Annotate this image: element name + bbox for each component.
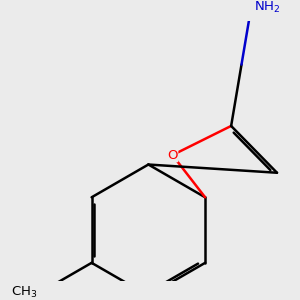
Text: CH$_3$: CH$_3$ (11, 285, 38, 300)
Text: O: O (167, 148, 178, 162)
Text: NH$_2$: NH$_2$ (254, 0, 280, 15)
